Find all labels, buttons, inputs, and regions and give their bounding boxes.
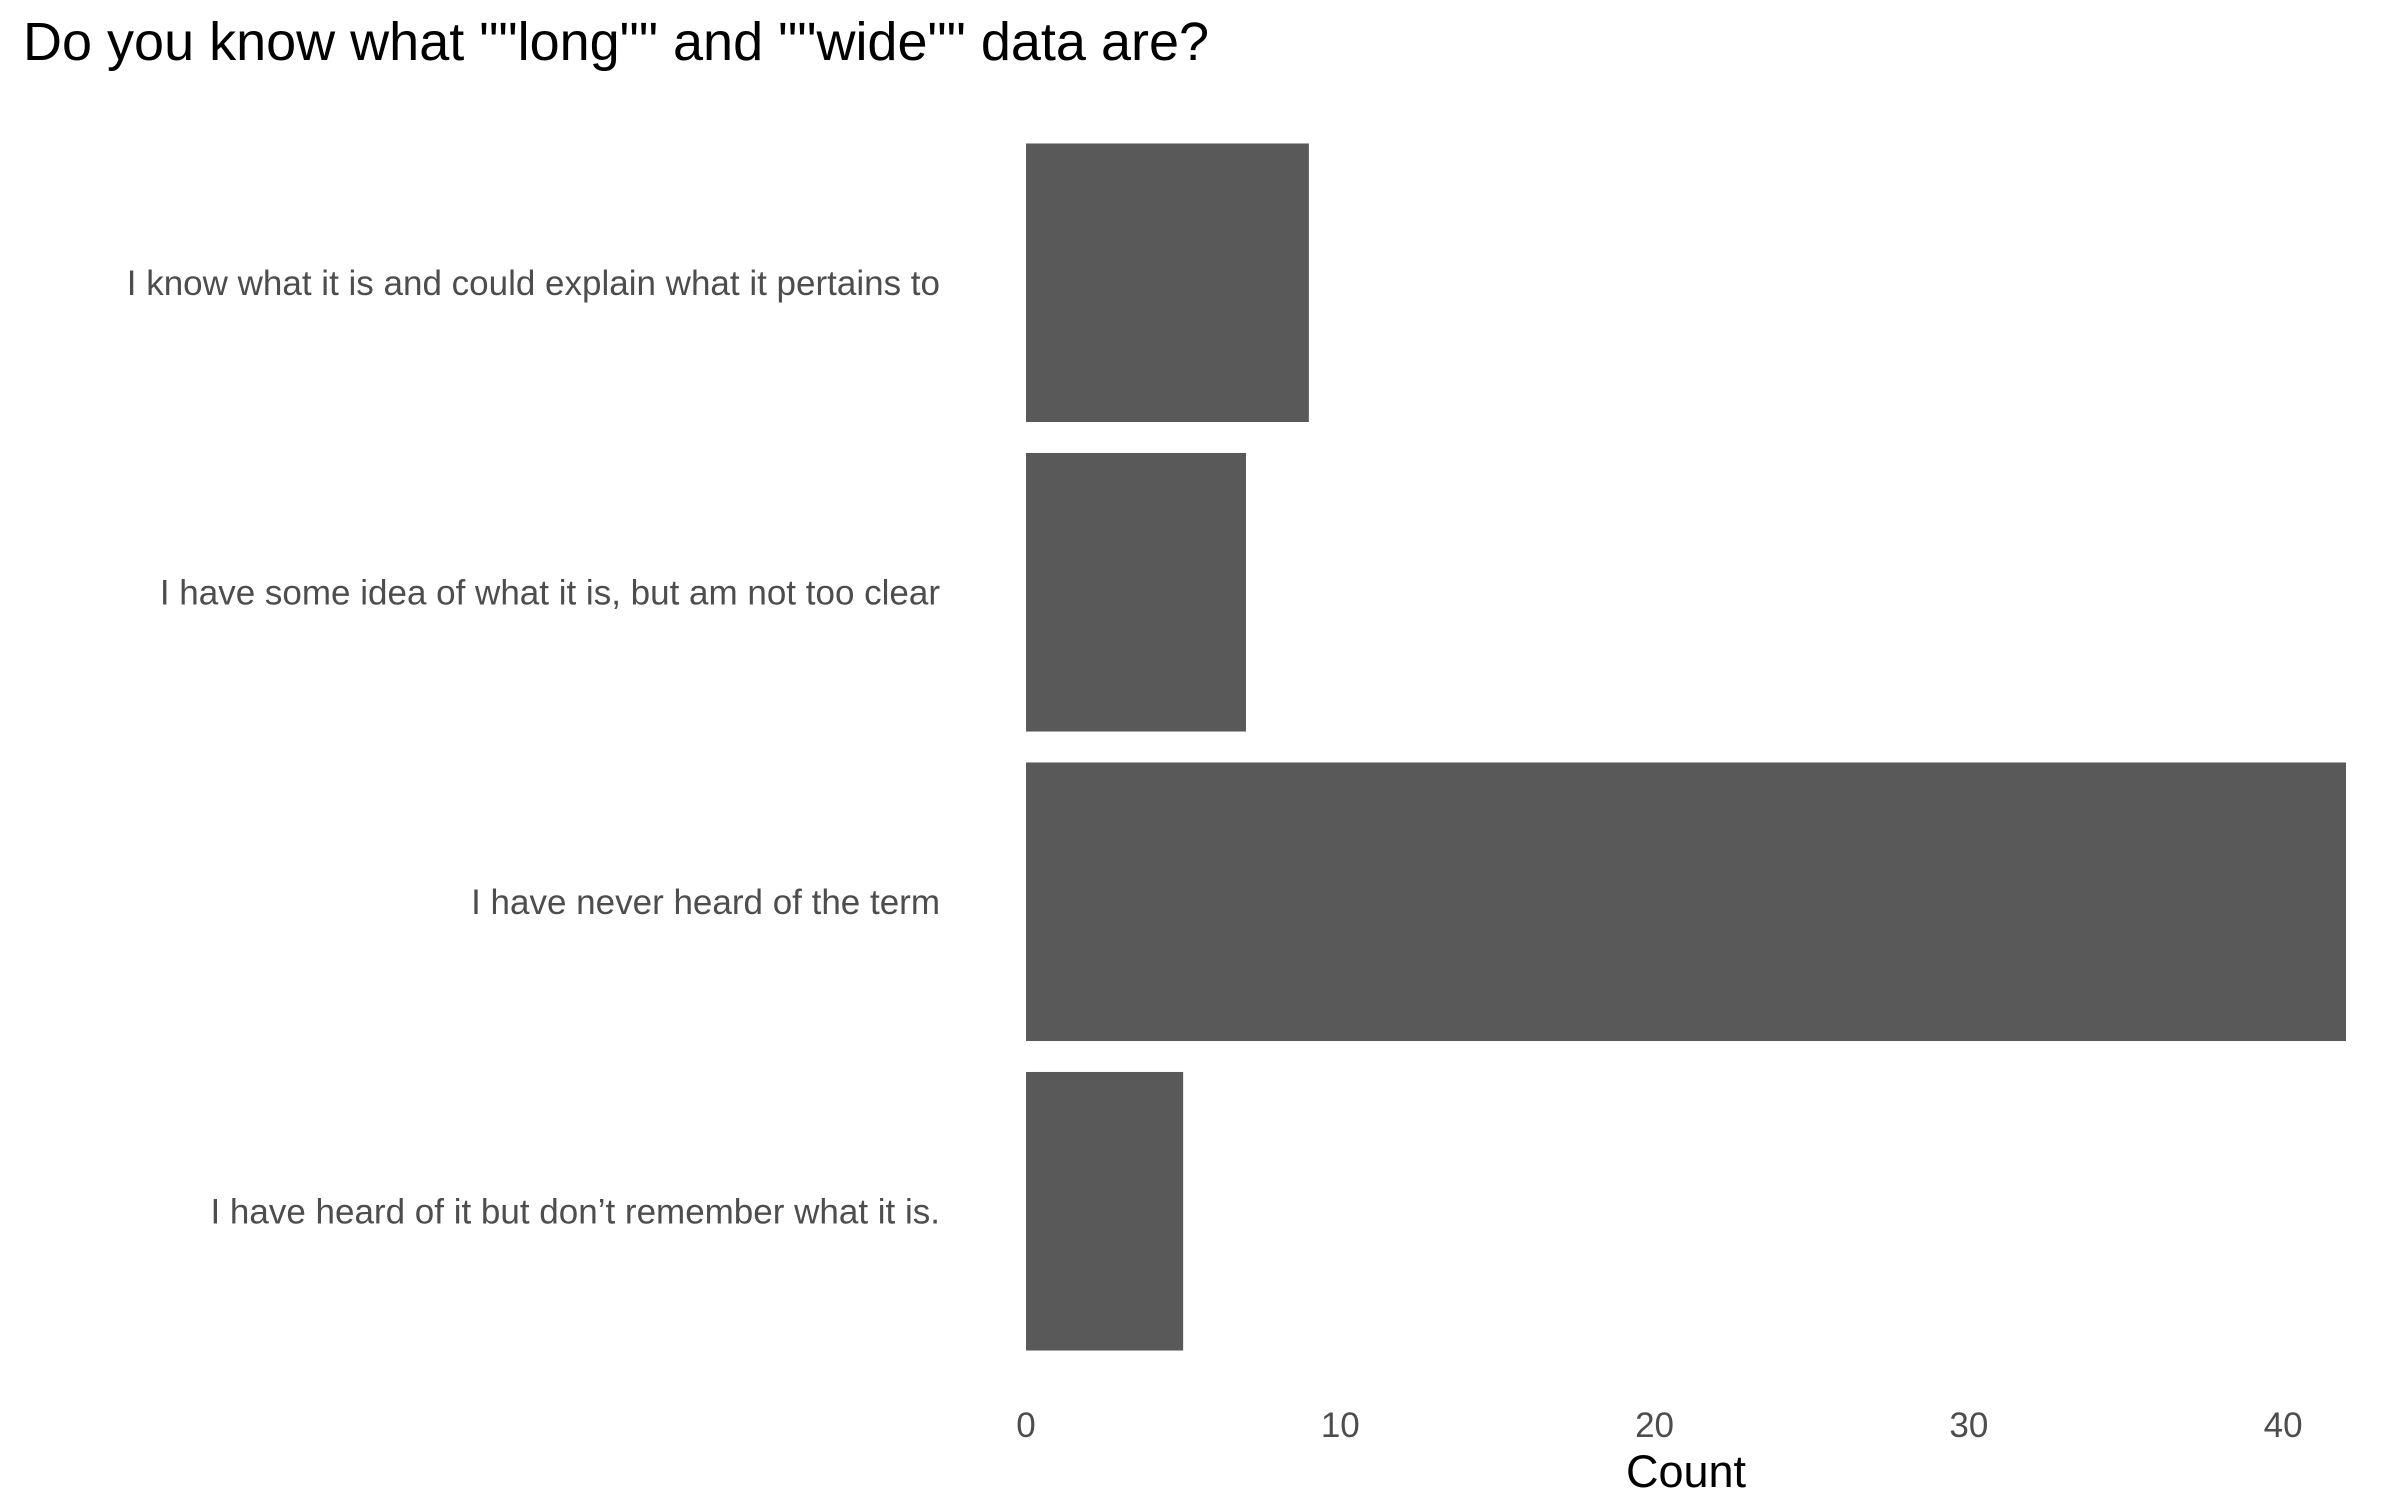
bar-3 (1026, 762, 2346, 1042)
x-tick-label-30: 30 (1949, 1406, 1988, 1445)
x-axis-title: Count (1626, 1446, 1747, 1497)
x-tick-label-0: 0 (1016, 1406, 1035, 1445)
category-labels: I know what it is and could explain what… (127, 264, 941, 1232)
category-label-3: I have never heard of the term (471, 883, 940, 922)
x-axis-ticks: 0 10 20 30 40 (1016, 1406, 2302, 1445)
bars-group (1026, 143, 2346, 1351)
category-label-1: I know what it is and could explain what… (127, 264, 940, 303)
category-label-2: I have some idea of what it is, but am n… (160, 573, 940, 612)
bar-1 (1026, 143, 1309, 423)
chart-title: Do you know what ""long"" and ""wide"" d… (23, 12, 1209, 72)
bar-4 (1026, 1071, 1184, 1351)
x-tick-label-20: 20 (1635, 1406, 1674, 1445)
category-label-4: I have heard of it but don’t remember wh… (210, 1192, 940, 1231)
bar-2 (1026, 452, 1246, 732)
x-tick-label-10: 10 (1321, 1406, 1360, 1445)
x-tick-label-40: 40 (2264, 1406, 2303, 1445)
